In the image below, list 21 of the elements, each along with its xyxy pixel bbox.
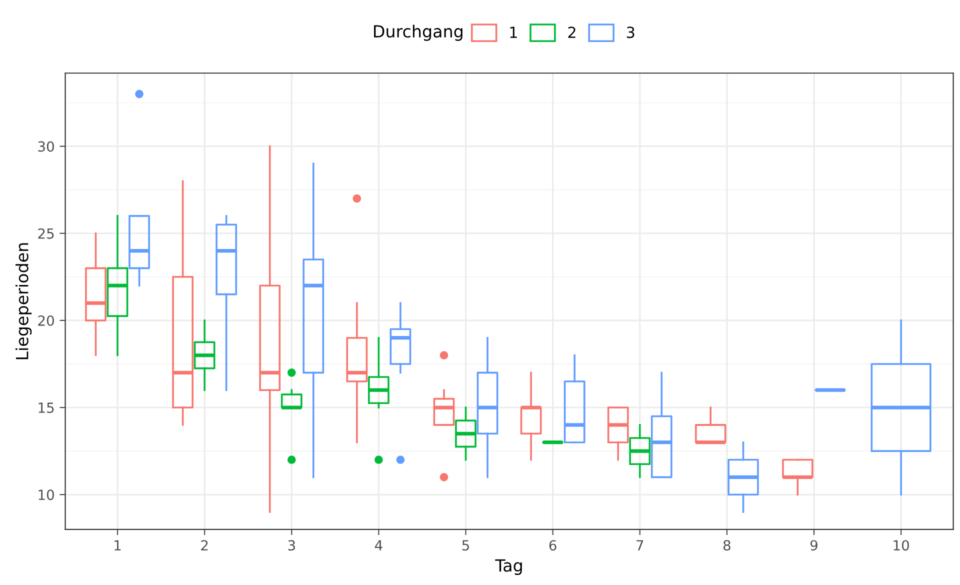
y-tick-label: 15 bbox=[38, 402, 54, 413]
x-tick-label: 4 bbox=[374, 540, 382, 550]
y-axis-title: Liegeperioden bbox=[16, 243, 32, 360]
x-tick-label: 10 bbox=[894, 540, 909, 551]
y-tick-label: 10 bbox=[38, 490, 54, 500]
legend-label: 3 bbox=[626, 26, 634, 38]
x-tick-label: 8 bbox=[723, 540, 730, 551]
y-tick-label: 20 bbox=[38, 315, 54, 326]
y-tick-label: 30 bbox=[38, 141, 54, 152]
legend-label: 2 bbox=[568, 26, 576, 38]
x-tick-label: 7 bbox=[636, 540, 644, 550]
x-tick-label: 2 bbox=[201, 540, 208, 550]
x-axis-title: Tag bbox=[495, 559, 522, 575]
x-tick-label: 1 bbox=[114, 540, 121, 550]
legend-label: 1 bbox=[510, 26, 517, 38]
x-tick-label: 3 bbox=[288, 540, 295, 551]
x-tick-label: 6 bbox=[549, 540, 556, 551]
legend-title: Durchgang bbox=[374, 24, 462, 41]
y-tick-label: 25 bbox=[38, 228, 54, 239]
x-tick-label: 5 bbox=[462, 540, 469, 551]
x-tick-label: 9 bbox=[810, 540, 818, 551]
